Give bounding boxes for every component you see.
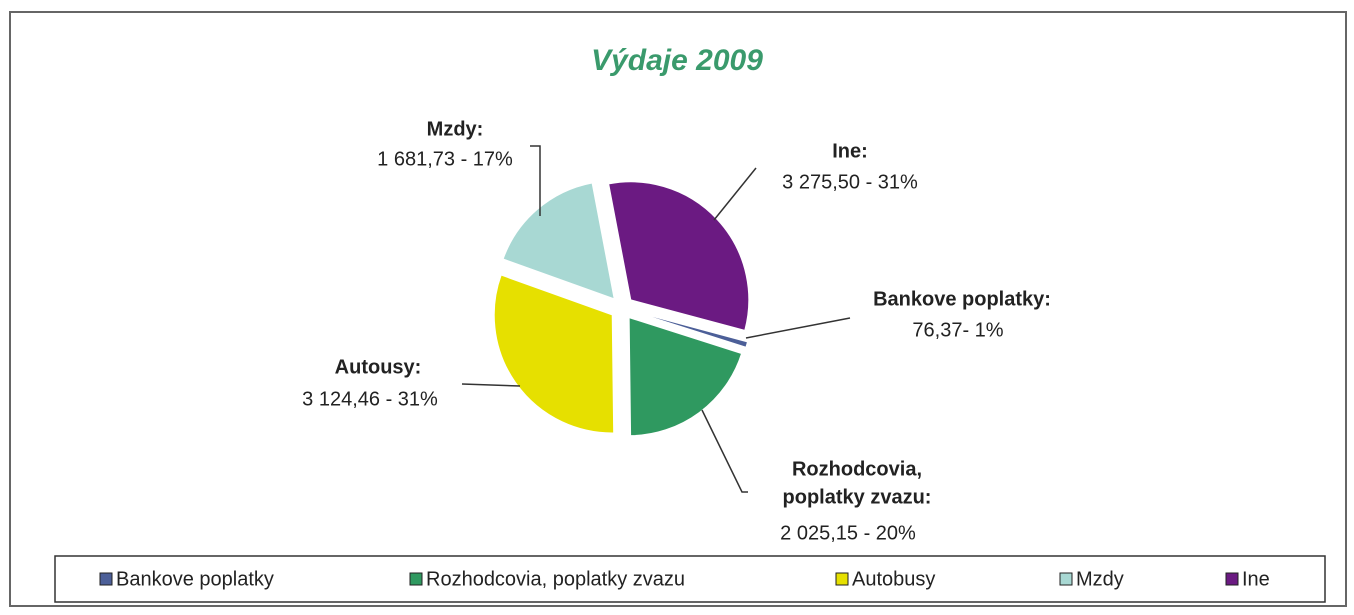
data-label-value: 2 025,15 - 20% <box>780 522 916 544</box>
legend-swatch <box>1225 572 1239 586</box>
data-label-value: 76,37- 1% <box>912 319 1003 341</box>
leader-line <box>745 317 851 339</box>
legend-swatch <box>409 572 423 586</box>
data-label-value: 3 124,46 - 31% <box>302 388 438 410</box>
pie-slice <box>493 274 615 434</box>
data-label-value: 1 681,73 - 17% <box>377 148 513 170</box>
data-label-name: Bankove poplatky: <box>873 288 1051 310</box>
data-label-name: Ine: <box>832 140 868 162</box>
data-label-name: Autousy: <box>335 356 422 378</box>
legend-label: Ine <box>1242 568 1270 590</box>
legend-label: Autobusy <box>852 568 935 590</box>
data-label-name: Mzdy: <box>427 118 484 140</box>
pie-slice <box>633 310 749 348</box>
legend-label: Rozhodcovia, poplatky zvazu <box>426 568 685 590</box>
legend-label: Mzdy <box>1076 568 1124 590</box>
legend-box <box>54 555 1326 603</box>
pie-slice <box>502 182 615 300</box>
legend-swatch <box>835 572 849 586</box>
leader-line <box>701 409 748 493</box>
data-label-value: 3 275,50 - 31% <box>782 171 918 193</box>
legend-label: Bankove poplatky <box>116 568 274 590</box>
chart-title: Výdaje 2009 <box>591 44 763 77</box>
data-label-name: poplatky zvazu: <box>783 486 932 508</box>
leader-line <box>461 383 521 387</box>
legend-swatch <box>1059 572 1073 586</box>
leader-line <box>713 167 757 221</box>
pie-slice <box>628 316 743 437</box>
pie-slice <box>608 181 750 331</box>
data-label-name: Rozhodcovia, <box>792 458 922 480</box>
legend-swatch <box>99 572 113 586</box>
leader-line <box>530 145 541 216</box>
